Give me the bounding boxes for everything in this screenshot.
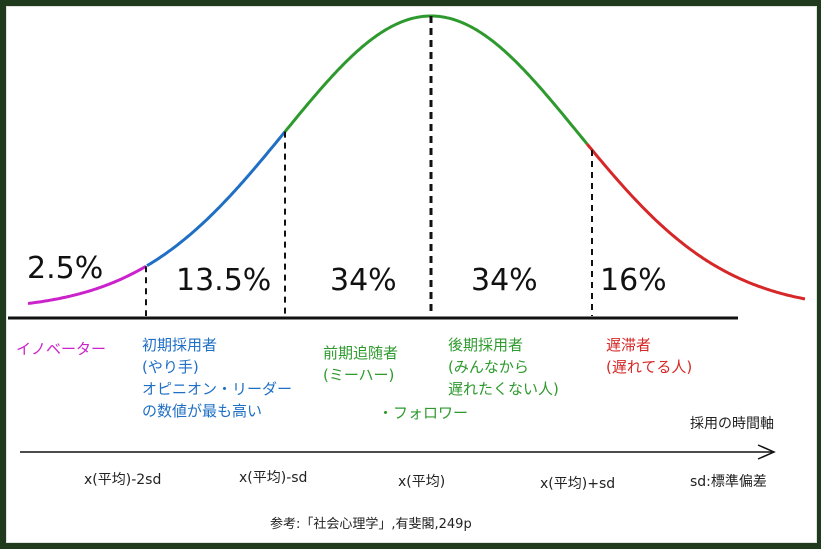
pct-late-majority: 34% (471, 263, 538, 298)
label-laggards-sub: (遅れてる人) (606, 358, 692, 376)
label-early-adopters: 初期採用者 (142, 336, 217, 354)
label-late-majority-sub1: (みんなから (448, 358, 529, 376)
label-early-adopters-extra1: オピニオン・リーダー (142, 380, 292, 398)
time-axis-title: 採用の時間軸 (690, 416, 774, 432)
pct-laggards: 16% (600, 263, 667, 298)
label-early-majority-sub: (ミーハー) (323, 366, 394, 384)
label-laggards: 遅滞者 (606, 336, 651, 354)
curve-early-adopters (146, 130, 287, 267)
pct-innovators: 2.5% (27, 251, 103, 286)
label-early-majority: 前期追随者 (323, 344, 398, 362)
curve-laggards (585, 142, 806, 301)
label-early-adopters-extra2: の数値が最も高い (142, 402, 262, 420)
label-late-majority: 後期採用者 (448, 336, 523, 354)
pct-early-majority: 34% (330, 263, 397, 298)
tick-minus-sd: x(平均)-sd (239, 470, 307, 486)
tick-plus-sd: x(平均)+sd (540, 476, 615, 492)
tick-minus-2sd: x(平均)-2sd (84, 472, 161, 488)
curve-majority (283, 14, 589, 145)
reference-caption: 参考:「社会心理学」,有斐閣,249p (270, 516, 472, 532)
pct-early-adopters: 13.5% (176, 263, 271, 298)
diagram-card (6, 6, 817, 543)
label-late-majority-sub2: 遅れたくない人) (448, 380, 559, 398)
label-follower: ・フォロワー (378, 404, 468, 422)
time-axis-arrowhead (757, 444, 776, 460)
tick-sd-definition: sd:標準偏差 (690, 474, 767, 490)
curve-innovators (27, 264, 147, 305)
label-innovators: イノベーター (16, 340, 106, 358)
label-early-adopters-sub: (やり手) (142, 358, 199, 376)
tick-mean: x(平均) (398, 474, 445, 490)
